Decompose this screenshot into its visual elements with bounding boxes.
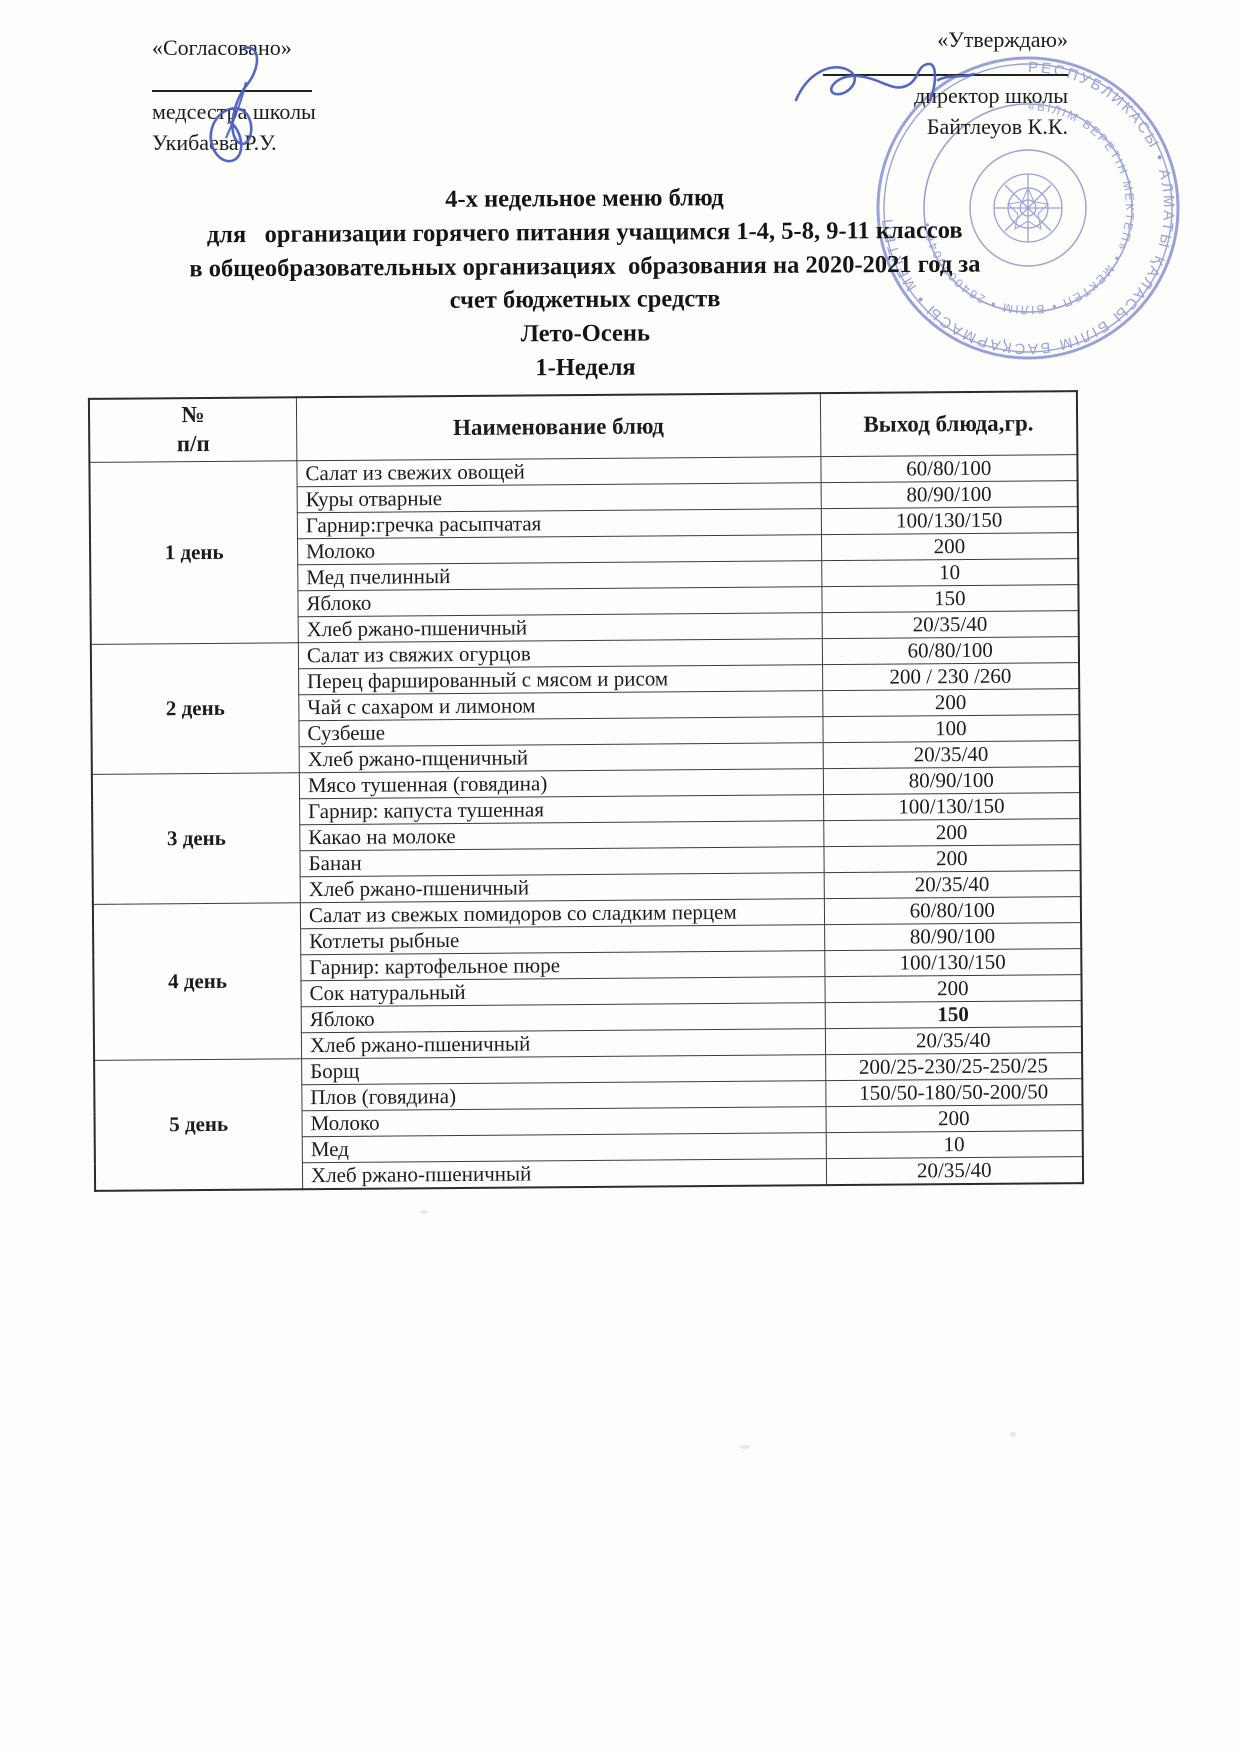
dish-output: 200 / 230 /260 [822, 662, 1080, 691]
dish-output: 200 [825, 1104, 1083, 1133]
approval-left-block: «Согласовано» медсестра школы Укибаева Р… [152, 34, 452, 163]
dish-name: Перец фаршированный с мясом и рисом [298, 664, 823, 695]
header-output: Выход блюда,гр. [819, 391, 1078, 457]
dish-name: Молоко [301, 1106, 826, 1137]
table-header-row: № п/п Наименование блюд Выход блюда,гр. [88, 391, 1078, 463]
title-line-3: в общеобразовательных организациях образ… [189, 250, 981, 283]
menu-table-body: 1 день Салат из свежих овощей 60/80/100 Кур… [89, 454, 1084, 1191]
dish-name: Хлеб ржано-пшеничный [300, 872, 824, 903]
day-label: 2 день [90, 642, 300, 775]
dish-output: 20/35/40 [826, 1156, 1084, 1186]
dish-output: 150 [821, 584, 1079, 613]
dish-output: 60/80/100 [820, 454, 1078, 483]
dish-output: 200 [822, 688, 1080, 717]
menu-table-wrap: № п/п Наименование блюд Выход блюда,гр. … [87, 390, 1085, 1192]
dish-output: 100/130/150 [823, 792, 1081, 821]
dish-name: Чай с сахаром и лимоном [298, 690, 823, 721]
dish-name: Гарнир: капуста тушенная [299, 794, 824, 825]
approval-right-title: «Утверждаю» [937, 27, 1068, 52]
dish-output: 150 [824, 1000, 1082, 1029]
approval-left-name: Укибаева Р.У. [152, 130, 277, 155]
dish-output: 200/25-230/25-250/25 [825, 1052, 1083, 1081]
dish-output: 150/50-180/50-200/50 [825, 1078, 1083, 1107]
dish-output: 60/80/100 [823, 896, 1082, 925]
dish-output: 80/90/100 [824, 922, 1082, 951]
day-label: 5 день [94, 1058, 303, 1191]
dish-name: Борщ [301, 1054, 826, 1085]
dish-output: 20/35/40 [822, 740, 1080, 769]
dish-name: Банан [299, 846, 824, 877]
dish-name: Хлеб ржано-пшеничный [302, 1158, 827, 1190]
day-label: 1 день [89, 460, 299, 645]
approval-right-name: Байтлеуов К.К. [926, 114, 1068, 139]
dish-name: Хлеб ржано-пшеничный [298, 612, 822, 643]
dish-output: 20/35/40 [824, 1026, 1083, 1055]
header-number-line1: № [181, 402, 205, 428]
approval-right-block: «Утверждаю» директор школы Байтлеуов К.К… [738, 26, 1068, 141]
title-week: 1-Неделя [535, 353, 636, 382]
day-label: 3 день [91, 772, 301, 905]
dish-output: 100 [822, 714, 1080, 743]
dish-output: 200 [824, 974, 1082, 1003]
dish-name: Сузбеше [298, 716, 823, 747]
dish-name: Плов (говядина) [301, 1080, 826, 1111]
dish-output: 80/90/100 [820, 480, 1078, 509]
document-title: 4-х недельное меню блюд для организации … [69, 179, 1100, 388]
dish-output: 10 [821, 558, 1079, 587]
dish-name: Гарнир:гречка расыпчатая [297, 508, 822, 539]
dish-output: 20/35/40 [821, 610, 1079, 639]
dish-name: Молоко [297, 534, 822, 565]
dish-name: Салат из свежих овощей [296, 456, 821, 487]
dish-output: 200 [821, 532, 1079, 561]
dish-name: Мясо тушенная (говядина) [299, 768, 824, 799]
dish-name: Хлеб ржано-пшеничный [301, 1028, 826, 1059]
dish-output: 100/130/150 [820, 506, 1078, 535]
signature-line [152, 89, 312, 92]
dish-name: Гарнир: картофельное пюре [300, 950, 825, 981]
dish-name: Мед пчелинный [297, 560, 822, 591]
header-number-line2: п/п [176, 430, 210, 457]
dish-name: Куры отварные [297, 482, 821, 513]
dish-output: 60/80/100 [821, 636, 1080, 665]
title-line-2: для организации горячего питания учащимс… [206, 216, 963, 249]
dish-name: Салат из свяжих огурцов [298, 638, 823, 669]
dish-output: 20/35/40 [823, 870, 1081, 899]
dish-name: Сок натуральный [300, 976, 825, 1007]
header-number: № п/п [88, 397, 297, 463]
dish-name: Хлеб ржано-пщеничный [299, 742, 823, 773]
dish-name: Салат из свежых помидоров со сладким пер… [300, 898, 825, 929]
approval-right-role: директор школы [914, 82, 1068, 108]
dish-output: 200 [823, 818, 1081, 847]
dish-name: Котлеты рыбные [300, 924, 825, 955]
menu-table: № п/п Наименование блюд Выход блюда,гр. … [87, 390, 1085, 1192]
dish-name: Какао на молоке [299, 820, 824, 851]
dish-name: Яблоко [301, 1002, 825, 1033]
dish-output: 80/90/100 [822, 766, 1081, 795]
header-dish: Наименование блюд [296, 393, 821, 461]
dish-output: 200 [823, 844, 1081, 873]
signature-line [823, 73, 1068, 76]
dish-output: 100/130/150 [824, 948, 1082, 977]
day-label: 4 день [92, 902, 302, 1061]
dish-name: Мед [302, 1132, 827, 1163]
approval-left-role: медсестра школы [152, 98, 316, 124]
dish-output: 10 [825, 1130, 1083, 1159]
approval-left-title: «Согласовано» [152, 35, 292, 60]
dish-name: Яблоко [297, 586, 822, 617]
